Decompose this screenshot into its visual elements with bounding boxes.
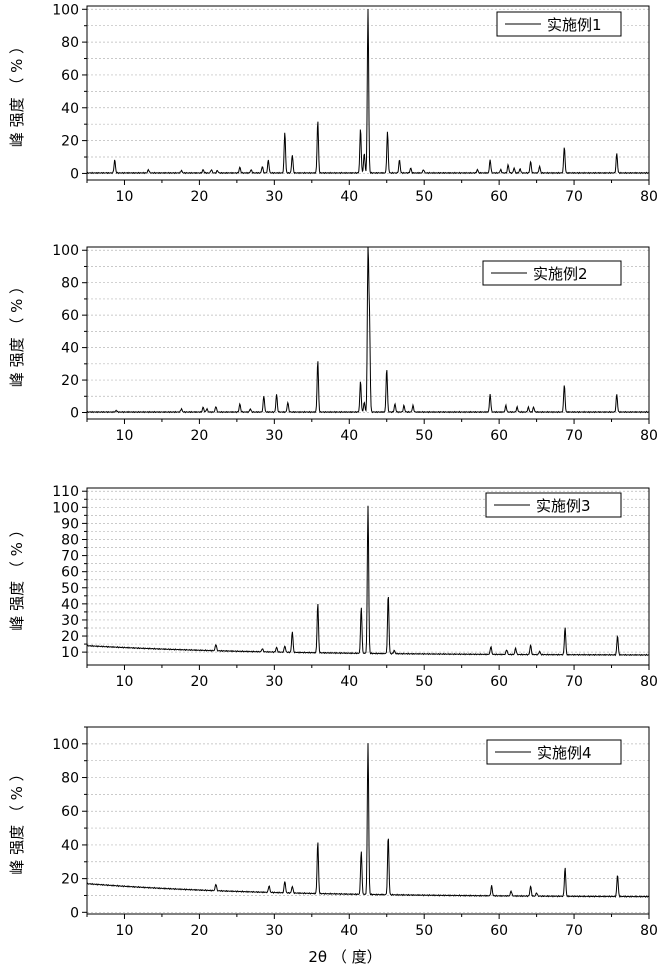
y-tick-label: 40 [61,341,79,357]
y-tick-label: 60 [61,308,79,324]
x-tick-label: 10 [116,923,134,939]
y-tick-label: 100 [52,2,79,18]
y-tick-label: 80 [61,771,79,787]
y-tick-label: 10 [61,645,79,661]
x-tick-label: 40 [340,189,358,205]
x-tick-label: 30 [265,674,283,690]
x-tick-label: 20 [190,428,208,444]
x-tick-label: 70 [565,923,583,939]
x-tick-label: 80 [640,428,658,444]
y-tick-label: 20 [61,373,79,389]
x-tick-label: 40 [340,428,358,444]
y-tick-label: 70 [61,549,79,565]
x-tick-label: 70 [565,674,583,690]
y-tick-label: 0 [70,905,79,921]
x-tick-label: 40 [340,674,358,690]
x-tick-label: 20 [190,923,208,939]
y-tick-label: 100 [52,500,79,516]
x-tick-label: 20 [190,674,208,690]
chart-panel: 10 20 30 40 50 60 70 80 0 20 40 60 80 100 峰 强度 （ % ） 实施… [8,2,658,205]
x-tick-label: 80 [640,189,658,205]
chart-panel: 10 20 30 40 50 60 70 80 0 20 40 60 80 100 峰 强度 （ % ） 实施… [8,727,658,939]
x-tick-label: 30 [265,923,283,939]
y-axis-label: 峰 强度 （ % ） [8,766,26,874]
x-tick-label: 60 [490,923,508,939]
y-tick-label: 40 [61,101,79,117]
x-tick-label: 60 [490,189,508,205]
y-tick-label: 60 [61,804,79,820]
x-tick-label: 80 [640,674,658,690]
legend-label: 实施例4 [537,744,592,762]
x-tick-label: 30 [265,189,283,205]
legend-label: 实施例2 [533,265,588,283]
y-axis-label: 峰 强度 （ % ） [8,279,26,387]
y-tick-label: 100 [52,737,79,753]
y-tick-label: 60 [61,68,79,84]
x-tick-label: 50 [415,428,433,444]
x-tick-label: 10 [116,189,134,205]
x-tick-label: 70 [565,189,583,205]
x-tick-label: 50 [415,189,433,205]
x-tick-label: 40 [340,923,358,939]
x-tick-label: 20 [190,189,208,205]
x-tick-label: 30 [265,428,283,444]
x-tick-label: 10 [116,674,134,690]
y-tick-label: 40 [61,597,79,613]
y-tick-label: 100 [52,243,79,259]
y-tick-label: 0 [70,406,79,422]
y-axis-label: 峰 强度 （ % ） [8,522,26,630]
y-tick-label: 60 [61,565,79,581]
y-tick-label: 80 [61,532,79,548]
y-tick-label: 80 [61,35,79,51]
y-axis-label: 峰 强度 （ % ） [8,39,26,147]
y-tick-label: 90 [61,516,79,532]
y-tick-label: 0 [70,166,79,182]
chart-panel: 10 20 30 40 50 60 70 80 0 20 40 60 80 100 峰 强度 （ % ） 实施… [8,243,658,444]
x-axis-label: 2θ （ 度） [308,948,381,966]
y-tick-label: 40 [61,838,79,854]
legend-label: 实施例3 [536,497,591,515]
y-tick-label: 30 [61,613,79,629]
x-tick-label: 50 [415,674,433,690]
x-tick-label: 60 [490,674,508,690]
x-tick-label: 70 [565,428,583,444]
y-tick-label: 20 [61,134,79,150]
legend-label: 实施例1 [547,16,602,34]
x-tick-label: 60 [490,428,508,444]
x-tick-label: 50 [415,923,433,939]
y-tick-label: 110 [52,484,79,500]
x-tick-label: 80 [640,923,658,939]
y-tick-label: 50 [61,581,79,597]
y-tick-label: 80 [61,276,79,292]
y-tick-label: 20 [61,872,79,888]
xrd-pattern-line [87,743,649,897]
xrd-pattern-line [87,506,649,656]
chart-panel: 1020304050607080102030405060708090100110… [8,484,658,690]
x-tick-label: 10 [116,428,134,444]
y-tick-label: 20 [61,629,79,645]
